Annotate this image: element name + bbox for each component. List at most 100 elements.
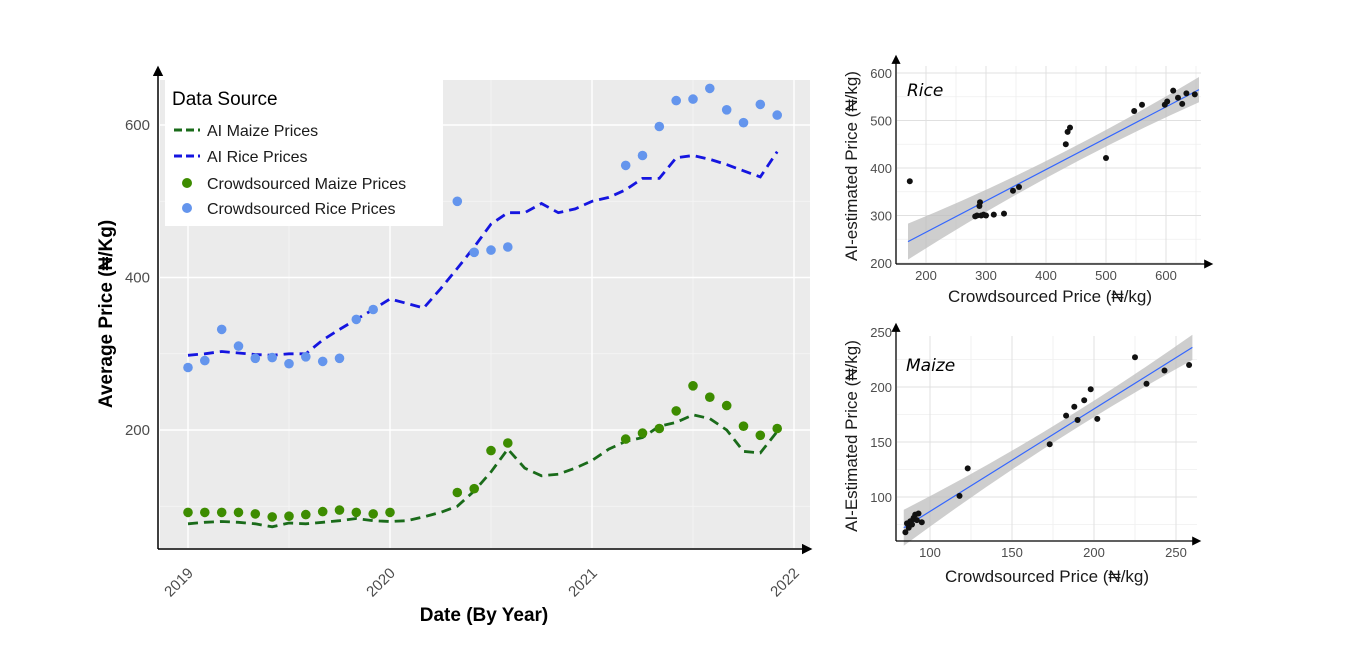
maize-data-point bbox=[1071, 403, 1078, 410]
data-point-crowdsourced-rice-prices bbox=[452, 196, 463, 207]
x-tick-label: 2020 bbox=[363, 565, 399, 601]
data-point-crowdsourced-maize-prices bbox=[317, 506, 328, 517]
rice-x-tick-label: 200 bbox=[915, 268, 937, 283]
maize-tick-labels: 100 150 200 250 100 150 200 250 bbox=[870, 325, 1187, 560]
data-point-crowdsourced-maize-prices bbox=[216, 507, 227, 518]
data-point-crowdsourced-maize-prices bbox=[368, 509, 379, 519]
data-point-crowdsourced-rice-prices bbox=[705, 83, 715, 94]
rice-y-tick-label: 200 bbox=[870, 256, 892, 271]
data-point-crowdsourced-rice-prices bbox=[183, 362, 193, 373]
data-point-crowdsourced-rice-prices bbox=[671, 95, 681, 106]
maize-y-axis-title: AI-Estimated Price (₦/kg) bbox=[842, 340, 861, 532]
data-point-crowdsourced-maize-prices bbox=[654, 423, 665, 434]
data-point-crowdsourced-rice-prices bbox=[250, 353, 261, 364]
rice-data-point bbox=[1183, 90, 1190, 97]
maize-x-tick-label: 250 bbox=[1165, 545, 1187, 560]
data-point-crowdsourced-maize-prices bbox=[671, 406, 681, 416]
rice-data-point bbox=[906, 178, 913, 185]
data-point-crowdsourced-rice-prices bbox=[233, 341, 244, 351]
maize-x-tick-label: 150 bbox=[1001, 545, 1023, 560]
maize-data-point bbox=[1087, 386, 1094, 393]
data-point-crowdsourced-maize-prices bbox=[233, 507, 244, 518]
rice-scatter-chart: 200 300 400 500 600 200 300 400 500 600 Rice Crow… bbox=[842, 54, 1214, 306]
data-point-crowdsourced-rice-prices bbox=[637, 150, 648, 161]
data-point-crowdsourced-maize-prices bbox=[503, 438, 513, 448]
rice-y-tick-label: 300 bbox=[870, 209, 892, 224]
maize-data-point bbox=[902, 529, 909, 536]
rice-data-point bbox=[1103, 155, 1109, 161]
rice-y-tick-label: 600 bbox=[870, 66, 892, 81]
data-point-crowdsourced-rice-prices bbox=[738, 117, 749, 128]
rice-data-point bbox=[1067, 124, 1073, 131]
rice-x-axis-title: Crowdsourced Price (₦/kg) bbox=[948, 287, 1152, 306]
data-point-crowdsourced-rice-prices bbox=[267, 352, 278, 363]
data-point-crowdsourced-rice-prices bbox=[688, 94, 698, 104]
data-point-crowdsourced-rice-prices bbox=[301, 352, 311, 362]
maize-y-tick-label: 150 bbox=[870, 435, 892, 450]
data-point-crowdsourced-maize-prices bbox=[284, 511, 294, 521]
series-line-ai-rice-prices bbox=[187, 150, 779, 357]
maize-data-point bbox=[913, 517, 920, 524]
legend-key-crowd-rice bbox=[182, 203, 192, 213]
maize-x-tick-label: 100 bbox=[919, 545, 941, 560]
rice-fit-line bbox=[907, 89, 1200, 243]
data-point-crowdsourced-maize-prices bbox=[755, 430, 766, 441]
data-point-crowdsourced-rice-prices bbox=[620, 160, 631, 171]
data-point-crowdsourced-rice-prices bbox=[200, 355, 210, 366]
data-point-crowdsourced-maize-prices bbox=[334, 505, 345, 515]
rice-tick-labels: 200 300 400 500 600 200 300 400 500 600 bbox=[870, 66, 1177, 283]
maize-y-tick-label: 200 bbox=[870, 380, 892, 395]
data-point-crowdsourced-rice-prices bbox=[368, 304, 379, 315]
maize-data-point bbox=[1081, 397, 1088, 404]
legend-title: Data Source bbox=[172, 89, 278, 110]
rice-data-point bbox=[983, 212, 989, 219]
maize-x-axis-title: Crowdsourced Price (₦/kg) bbox=[945, 567, 1149, 586]
maize-data-point bbox=[915, 510, 922, 517]
rice-data-point bbox=[1139, 101, 1145, 108]
y-tick-label: 200 bbox=[125, 422, 150, 439]
rice-data-point bbox=[990, 211, 997, 218]
rice-data-point bbox=[1191, 91, 1198, 98]
main-series bbox=[183, 83, 782, 529]
rice-data-point bbox=[977, 199, 983, 206]
maize-regression bbox=[903, 334, 1193, 546]
maize-data-point bbox=[964, 465, 971, 472]
maize-data-point bbox=[1094, 415, 1101, 422]
data-point-crowdsourced-maize-prices bbox=[705, 392, 715, 403]
data-point-crowdsourced-rice-prices bbox=[351, 314, 362, 325]
maize-data-point bbox=[1132, 354, 1138, 361]
legend-label-crowd-rice: Crowdsourced Rice Prices bbox=[207, 201, 396, 218]
maize-y-tick-label: 100 bbox=[870, 490, 892, 505]
maize-data-point bbox=[1046, 441, 1053, 448]
maize-fit-line bbox=[903, 346, 1193, 529]
data-point-crowdsourced-rice-prices bbox=[317, 356, 328, 367]
rice-x-tick-label: 400 bbox=[1035, 268, 1057, 283]
maize-points bbox=[902, 354, 1193, 536]
rice-data-point bbox=[1179, 100, 1186, 107]
maize-scatter-chart: 100 150 200 250 100 150 200 250 Maize Crowdsour… bbox=[842, 322, 1202, 586]
maize-data-point bbox=[1161, 367, 1168, 374]
maize-data-point bbox=[1143, 380, 1150, 387]
data-point-crowdsourced-rice-prices bbox=[772, 110, 782, 120]
data-point-crowdsourced-maize-prices bbox=[267, 512, 278, 522]
data-point-crowdsourced-maize-prices bbox=[637, 428, 648, 438]
main-y-axis-title: Average Price (₦/Kg) bbox=[96, 220, 117, 408]
maize-data-point bbox=[956, 492, 963, 499]
rice-points bbox=[906, 87, 1198, 220]
rice-x-tick-label: 600 bbox=[1155, 268, 1177, 283]
data-point-crowdsourced-rice-prices bbox=[469, 247, 480, 258]
rice-data-point bbox=[1001, 210, 1007, 217]
rice-x-tick-label: 500 bbox=[1095, 268, 1117, 283]
data-point-crowdsourced-maize-prices bbox=[183, 507, 193, 518]
legend-key-crowd-maize bbox=[182, 178, 192, 188]
data-point-crowdsourced-maize-prices bbox=[200, 507, 210, 518]
main-legend: Data Source AI Maize Prices AI Rice Pric… bbox=[165, 76, 443, 226]
data-point-crowdsourced-maize-prices bbox=[385, 507, 395, 518]
maize-data-point bbox=[909, 521, 915, 528]
rice-y-tick-label: 500 bbox=[870, 114, 892, 129]
maize-data-point bbox=[1063, 412, 1070, 419]
rice-data-point bbox=[974, 212, 980, 219]
main-x-axis-title: Date (By Year) bbox=[420, 605, 549, 626]
legend-box bbox=[165, 76, 443, 226]
